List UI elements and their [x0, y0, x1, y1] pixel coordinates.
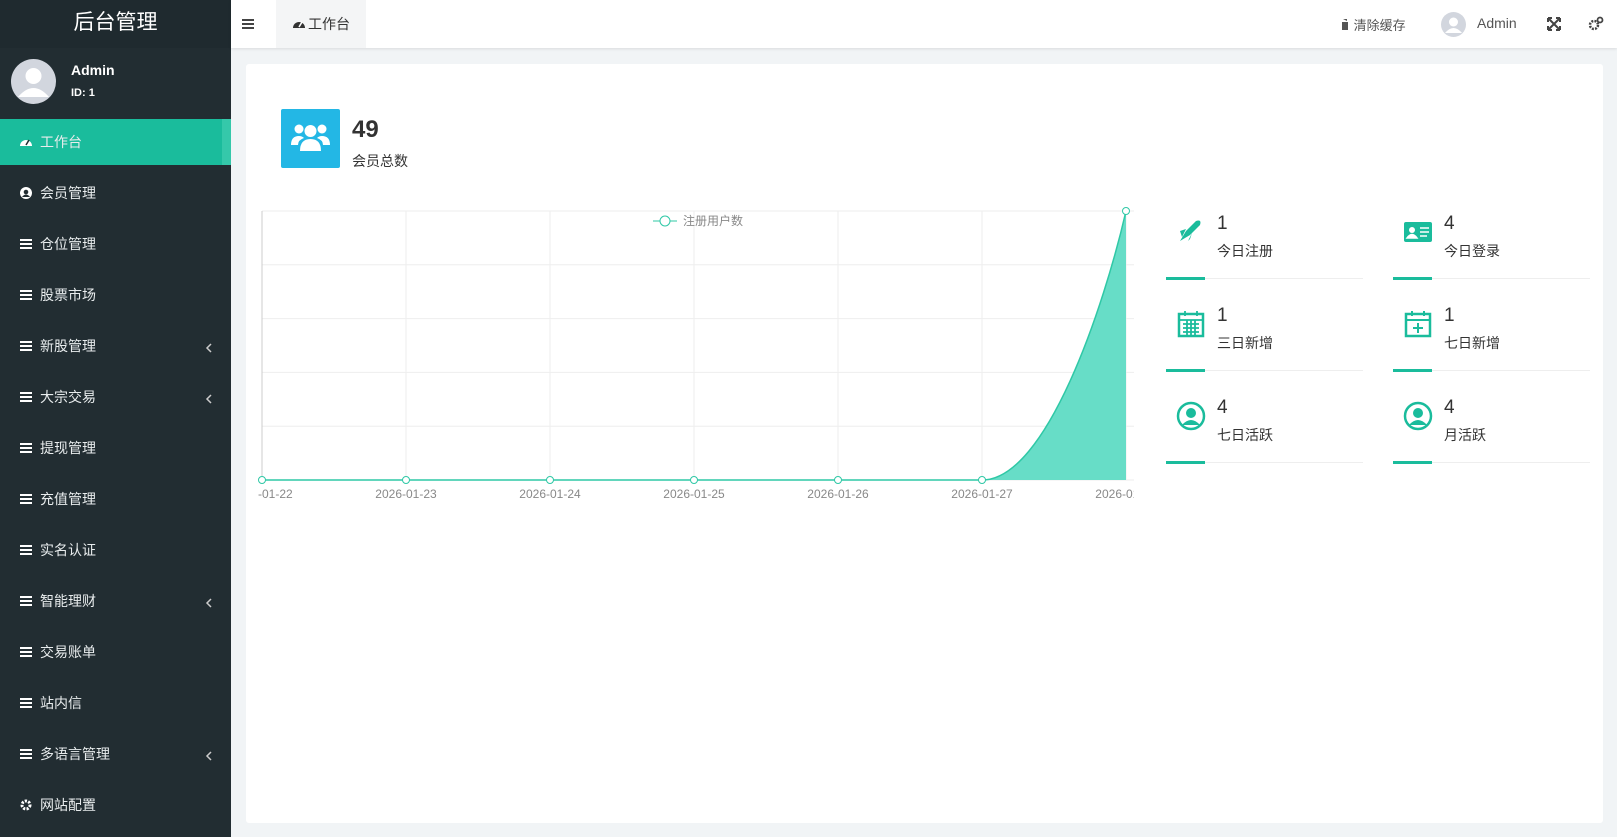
stat-underline	[1393, 277, 1432, 280]
menu-label: 会员管理	[40, 185, 96, 201]
menu-icon	[20, 494, 32, 504]
menu-item[interactable]: 多语言管理	[0, 731, 231, 777]
menu-icon	[20, 698, 32, 708]
menu-label: 交易账单	[40, 644, 96, 660]
tab-icon	[293, 21, 305, 28]
menu-label: 实名认证	[40, 542, 96, 558]
menu-icon	[20, 545, 32, 555]
stat-underline	[1393, 369, 1432, 372]
avatar	[11, 59, 56, 104]
stat-underline	[1166, 369, 1205, 372]
user-name: Admin	[71, 62, 115, 78]
summary-icon	[281, 109, 340, 168]
menu-label: 充值管理	[40, 491, 96, 507]
stat: 4 七日活跃	[1166, 395, 1363, 464]
stat-underline	[1393, 461, 1432, 464]
stat-value: 1	[1217, 213, 1228, 234]
stat-icon	[1404, 222, 1432, 242]
stat: 4 今日登录	[1393, 211, 1590, 280]
sidebar-title: 后台管理	[0, 0, 231, 48]
menu-icon	[20, 392, 32, 402]
stat-value: 4	[1444, 397, 1455, 418]
submenu-arrow	[205, 394, 212, 404]
menu-icon	[20, 239, 32, 249]
sidebar: 后台管理 Admin ID: 1 工作台会员管理仓位管理股票市场新股管理大宗交易…	[0, 0, 231, 837]
menu-icon	[20, 341, 32, 351]
menu-label: 智能理财	[40, 593, 96, 609]
menu-label: 仓位管理	[40, 236, 96, 252]
stat-icon	[1404, 311, 1432, 338]
menu-item[interactable]: 大宗交易	[0, 374, 231, 420]
menu-label: 股票市场	[40, 287, 96, 303]
trash-icon	[1340, 19, 1350, 30]
stat-label: 月活跃	[1444, 427, 1486, 443]
menu-item[interactable]: 股票市场	[0, 272, 231, 318]
menu-item[interactable]: 提现管理	[0, 425, 231, 471]
stat-value: 1	[1444, 305, 1455, 326]
stat-icon	[1176, 401, 1206, 431]
clear-cache[interactable]: 清除缓存	[1340, 15, 1406, 34]
menu-label: 多语言管理	[40, 746, 110, 762]
stat-icon	[1177, 311, 1205, 338]
menu-item[interactable]: 会员管理	[0, 170, 231, 216]
menu-icon	[20, 139, 32, 146]
submenu-arrow	[205, 598, 212, 608]
summary-label: 会员总数	[352, 153, 408, 169]
menu-icon	[20, 647, 32, 657]
menu-toggle[interactable]	[241, 17, 255, 31]
menu-item[interactable]: 网站配置	[0, 782, 231, 828]
stat-value: 1	[1217, 305, 1228, 326]
stat: 1 今日注册	[1166, 211, 1363, 280]
menu-item[interactable]: 新股管理	[0, 323, 231, 369]
menu-item[interactable]: 智能理财	[0, 578, 231, 624]
tab[interactable]: 工作台	[276, 0, 366, 48]
content-card: 49 会员总数 1 今日注册 4 今日登录 1 三日新增 1 七日新增 4 七日活跃 4 月活跃	[246, 64, 1603, 823]
menu-icon	[20, 187, 32, 199]
settings[interactable]	[1588, 16, 1604, 32]
stat: 4 月活跃	[1393, 395, 1590, 464]
menu-icon	[20, 799, 32, 811]
menu-label: 新股管理	[40, 338, 96, 354]
menu-icon	[20, 290, 32, 300]
menu-icon	[20, 749, 32, 759]
menu-item[interactable]: 工作台	[0, 119, 231, 165]
menu-label: 网站配置	[40, 797, 96, 813]
menu-icon	[20, 596, 32, 606]
stat: 1 七日新增	[1393, 303, 1590, 372]
header-user[interactable]: Admin	[1477, 15, 1517, 31]
stat-value: 4	[1217, 397, 1228, 418]
stat-label: 七日新增	[1444, 335, 1500, 351]
menu-item[interactable]: 充值管理	[0, 476, 231, 522]
menu-item[interactable]: 交易账单	[0, 629, 231, 675]
clear-cache-label: 清除缓存	[1353, 18, 1406, 33]
stat-underline	[1166, 277, 1205, 280]
menu-item[interactable]: 实名认证	[0, 527, 231, 573]
stat: 1 三日新增	[1166, 303, 1363, 372]
tab-label: 工作台	[308, 16, 350, 32]
menu-item[interactable]: 仓位管理	[0, 221, 231, 267]
menu-item[interactable]: 站内信	[0, 680, 231, 726]
user-id: ID: 1	[71, 87, 95, 99]
stat-value: 4	[1444, 213, 1455, 234]
summary-value: 49	[352, 116, 379, 143]
stat-label: 三日新增	[1217, 335, 1273, 351]
submenu-arrow	[205, 751, 212, 761]
stat-icon	[1403, 401, 1433, 431]
stat-underline	[1166, 461, 1205, 464]
menu-label: 提现管理	[40, 440, 96, 456]
top-bar: 工作台 清除缓存 Admin	[231, 0, 1617, 48]
header-avatar	[1441, 12, 1466, 37]
fullscreen[interactable]	[1547, 17, 1561, 31]
stat-label: 七日活跃	[1217, 427, 1273, 443]
menu-label: 站内信	[40, 695, 82, 711]
menu-icon	[20, 443, 32, 453]
stat-label: 今日登录	[1444, 243, 1500, 259]
stat-label: 今日注册	[1217, 243, 1273, 259]
stat-icon	[1180, 220, 1201, 241]
menu-label: 大宗交易	[40, 389, 96, 405]
menu-label: 工作台	[40, 134, 82, 150]
submenu-arrow	[205, 343, 212, 353]
